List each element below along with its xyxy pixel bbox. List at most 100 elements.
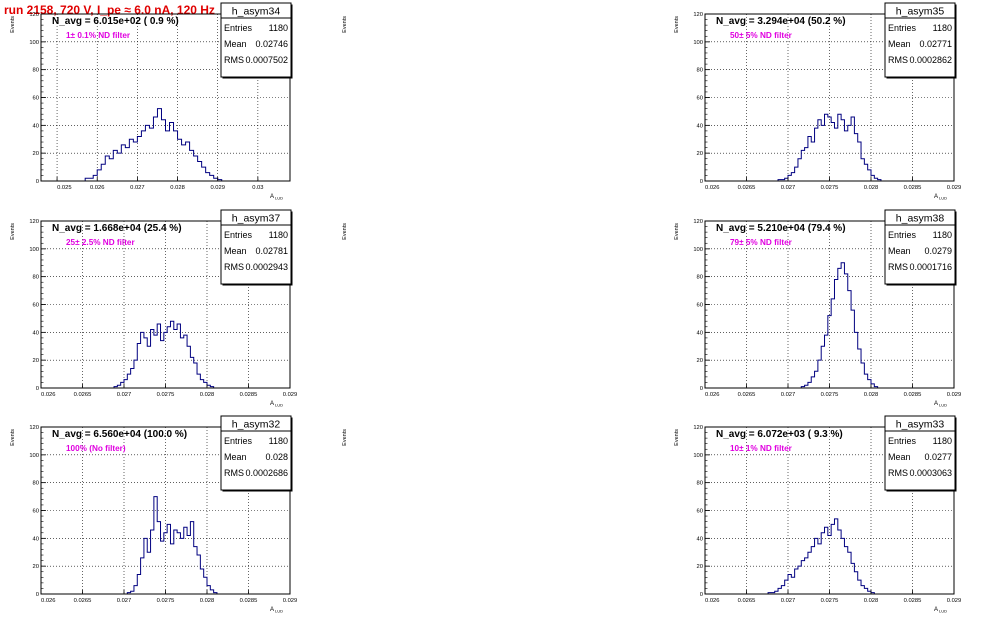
x-tick-label: 0.025 [57, 185, 72, 191]
y-axis-title: Events [674, 429, 680, 446]
x-tick-label: 0.026 [90, 185, 105, 191]
stats-box-shadow [955, 211, 957, 286]
x-tick-label: 0.028 [864, 392, 879, 398]
y-tick-label: 40 [697, 123, 703, 129]
x-tick-label: 0.0265 [74, 392, 92, 398]
x-tick-label: 0.027 [117, 598, 132, 604]
stats-key-entries: Entries [224, 436, 253, 446]
stats-value-mean: 0.02781 [255, 246, 288, 256]
x-axis-title: ALUD [270, 607, 283, 614]
y-tick-label: 60 [33, 303, 39, 309]
stats-key-entries: Entries [224, 23, 253, 33]
x-axis-title: ALUD [934, 194, 947, 201]
stats-value-mean: 0.0277 [924, 452, 952, 462]
y-tick-label: 40 [697, 536, 703, 542]
x-tick-label: 0.028 [200, 392, 215, 398]
stats-value-entries: 1180 [933, 436, 952, 446]
stats-key-rms: RMS [224, 55, 244, 65]
y-tick-label: 0 [36, 592, 39, 598]
x-tick-label: 0.0265 [738, 392, 756, 398]
x-tick-label: 0.029 [283, 392, 298, 398]
y-tick-label: 100 [693, 40, 703, 46]
stats-key-rms: RMS [888, 55, 908, 65]
y-tick-label: 80 [697, 481, 703, 487]
stats-box-shadow [886, 490, 957, 492]
x-tick-label: 0.028 [864, 185, 879, 191]
y-axis-title: Events [674, 16, 680, 33]
stats-value-rms: 0.0002686 [245, 468, 288, 478]
y-tick-label: 120 [693, 12, 703, 18]
navg-title: N_avg = 6.015e+02 ( 0.9 %) [52, 16, 179, 27]
y-tick-label: 80 [33, 68, 39, 74]
stats-box [220, 415, 292, 491]
stats-value-entries: 1180 [269, 230, 288, 240]
stats-key-entries: Entries [888, 230, 917, 240]
x-tick-label: 0.029 [283, 598, 298, 604]
stats-box-shadow [222, 77, 293, 79]
stats-value-entries: 1180 [269, 436, 288, 446]
x-tick-label: 0.028 [200, 598, 215, 604]
y-tick-label: 20 [697, 358, 703, 364]
y-tick-label: 100 [29, 247, 39, 253]
filter-label: 50± 5% ND filter [730, 31, 793, 40]
stats-value-rms: 0.0002862 [909, 55, 952, 65]
y-tick-label: 0 [700, 386, 703, 392]
y-tick-label: 80 [33, 275, 39, 281]
stats-box-shadow [886, 284, 957, 286]
x-tick-label: 0.027 [781, 185, 796, 191]
y-tick-label: 40 [33, 123, 39, 129]
histogram-panel-h_asym34: 0.025 0.026 0.027 0.028 0.029 0.03 0 20 40 60 80 10… [10, 2, 293, 201]
y-tick-label: 80 [33, 481, 39, 487]
stats-box-shadow [222, 284, 293, 286]
stats-box-shadow [955, 417, 957, 492]
x-tick-label: 0.0275 [821, 392, 839, 398]
y-tick-label: 80 [697, 275, 703, 281]
stats-box [220, 2, 292, 78]
x-axis-title-subscript: LUD [275, 196, 283, 201]
stats-box-shadow [291, 417, 293, 492]
stats-box-title: h_asym38 [896, 213, 945, 225]
navg-title: N_avg = 1.668e+04 (25.4 %) [52, 223, 182, 234]
stats-key-mean: Mean [888, 39, 911, 49]
y-tick-label: 20 [33, 564, 39, 570]
y-tick-label: 60 [697, 509, 703, 515]
stats-key-mean: Mean [224, 39, 247, 49]
y-tick-label: 100 [29, 453, 39, 459]
y-tick-label: 120 [693, 219, 703, 225]
y-tick-label: 120 [29, 12, 39, 18]
x-tick-label: 0.0285 [240, 598, 258, 604]
x-tick-label: 0.0285 [904, 598, 922, 604]
x-tick-label: 0.0285 [904, 185, 922, 191]
stats-value-rms: 0.0003063 [909, 468, 952, 478]
histogram-panel-h_asym35: 0.026 0.0265 0.027 0.0275 0.028 0.0285 0.029 0 2… [342, 2, 962, 201]
x-tick-label: 0.0275 [821, 185, 839, 191]
histogram-series [41, 108, 290, 182]
y-tick-label: 60 [697, 96, 703, 102]
histogram-panel-hPed_asym: -0.001-0.0008-0.0006-0.0004-0.000200.000… [674, 429, 680, 446]
navg-title: N_avg = 6.560e+04 (100.0 %) [52, 429, 187, 440]
stats-value-rms: 0.0002943 [245, 262, 288, 272]
x-tick-label: 0.026 [41, 598, 56, 604]
filter-label: 25± 2.5% ND filter [66, 238, 135, 247]
y-tick-label: 0 [700, 592, 703, 598]
histogram-panel-h_asym38: 0.026 0.0265 0.027 0.0275 0.028 0.0285 0.029 0 2… [342, 209, 961, 408]
stats-box-shadow [886, 77, 957, 79]
y-axis-title: Events [342, 223, 348, 240]
x-axis-title-subscript: LUD [939, 196, 947, 201]
x-axis-title-subscript: LUD [939, 403, 947, 408]
x-tick-label: 0.027 [781, 392, 796, 398]
y-tick-label: 20 [697, 564, 703, 570]
y-tick-label: 0 [36, 179, 39, 185]
x-tick-label: 0.0275 [157, 392, 175, 398]
stats-key-rms: RMS [224, 468, 244, 478]
stats-box-title: h_asym35 [896, 6, 945, 18]
x-tick-label: 0.0265 [738, 598, 756, 604]
stats-box-title: h_asym33 [896, 419, 945, 431]
stats-box-shadow [291, 4, 293, 79]
navg-title: N_avg = 6.072e+03 ( 9.3 %) [716, 429, 843, 440]
x-tick-label: 0.026 [41, 392, 56, 398]
x-axis-title: ALUD [270, 401, 283, 408]
x-tick-label: 0.028 [864, 598, 879, 604]
x-tick-label: 0.029 [947, 185, 962, 191]
y-tick-label: 20 [33, 151, 39, 157]
